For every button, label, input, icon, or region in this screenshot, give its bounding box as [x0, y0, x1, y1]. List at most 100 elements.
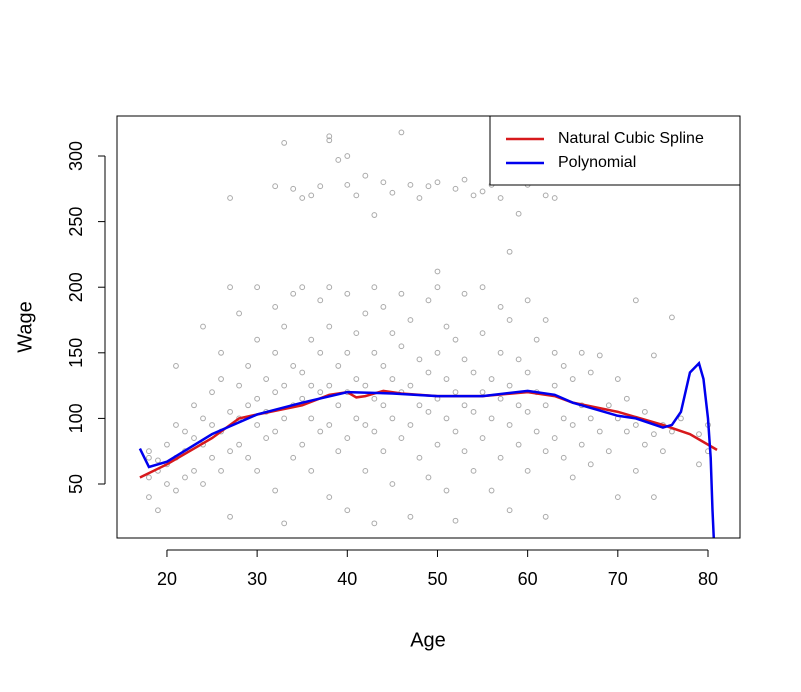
scatter-point — [362, 382, 369, 389]
scatter-point — [488, 376, 495, 382]
plot-frame — [116, 115, 741, 539]
scatter-point — [200, 323, 206, 330]
scatter-point — [146, 448, 152, 455]
scatter-point — [425, 297, 432, 304]
scatter-point — [191, 435, 197, 441]
scatter-point — [696, 431, 702, 438]
scatter-point — [398, 343, 405, 350]
scatter-point — [254, 422, 261, 428]
x-tick-label: 30 — [247, 569, 267, 589]
scatter-point — [497, 195, 504, 201]
scatter-point — [587, 369, 594, 376]
scatter-point — [434, 441, 441, 448]
scatter-point — [407, 422, 414, 428]
scatter-point — [407, 317, 414, 323]
scatter-point — [416, 454, 423, 461]
scatter-point — [281, 323, 288, 330]
x-tick-label: 50 — [427, 569, 447, 589]
scatter-point — [506, 317, 513, 323]
scatter-point — [560, 454, 567, 461]
scatter-point — [317, 297, 324, 304]
scatter-point — [227, 195, 233, 201]
scatter-point — [353, 330, 360, 337]
scatter-point — [290, 290, 297, 297]
scatter-point — [479, 188, 486, 195]
scatter-point — [587, 461, 594, 468]
scatter-point — [146, 494, 152, 501]
scatter-point — [488, 415, 495, 422]
scatter-point — [632, 297, 639, 304]
line — [139, 389, 718, 479]
scatter-point — [191, 402, 197, 409]
scatter-point — [335, 402, 342, 409]
scatter-point — [470, 408, 477, 415]
scatter-point — [245, 363, 252, 369]
line — [138, 360, 716, 538]
y-tick-label: 300 — [66, 141, 86, 171]
scatter-point — [299, 395, 306, 402]
scatter-point — [542, 317, 549, 323]
scatter-point — [434, 268, 441, 275]
scatter-point — [398, 290, 405, 297]
scatter-point — [218, 467, 224, 474]
scatter-point — [533, 428, 540, 435]
scatter-point — [650, 352, 657, 359]
scatter-point — [443, 487, 450, 494]
scatter-point — [461, 356, 468, 363]
scatter-point — [696, 461, 702, 468]
scatter-point — [290, 185, 297, 192]
scatter-point — [461, 176, 468, 183]
scatter-point — [605, 402, 612, 409]
scatter-point — [669, 314, 675, 321]
scatter-point — [308, 336, 315, 343]
scatter-point — [173, 487, 179, 494]
scatter-point — [479, 330, 486, 337]
legend-label: Natural Cubic Spline — [558, 130, 704, 147]
scatter-point — [299, 195, 306, 201]
scatter-point — [353, 415, 360, 422]
scatter-point — [380, 448, 387, 455]
scatter-point — [641, 441, 648, 448]
scatter-point — [560, 363, 567, 369]
scatter-point — [308, 382, 315, 389]
scatter-point — [155, 507, 161, 514]
scatter-point — [227, 284, 233, 291]
scatter-point — [317, 349, 324, 356]
scatter-point — [335, 363, 342, 369]
scatter-point — [245, 402, 252, 409]
scatter-point — [308, 192, 315, 199]
scatter-point — [551, 382, 558, 389]
scatter-point — [209, 422, 215, 428]
scatter-point — [344, 181, 351, 188]
scatter-point — [524, 369, 531, 376]
scatter-point — [317, 183, 324, 190]
scatter-point — [542, 448, 549, 455]
scatter-point — [389, 376, 396, 382]
scatter-point — [380, 179, 387, 186]
scatter-point — [254, 467, 261, 474]
scatter-point — [569, 422, 576, 428]
scatter-point — [182, 474, 188, 481]
scatter-point — [578, 349, 585, 356]
scatter-point — [380, 402, 387, 409]
scatter-point — [533, 336, 540, 343]
scatter-point — [236, 310, 242, 317]
scatter-point — [632, 422, 639, 428]
scatter-point — [452, 428, 459, 435]
legend-label: Polynomial — [558, 154, 636, 171]
scatter-point — [632, 467, 639, 474]
x-tick-label: 70 — [608, 569, 628, 589]
scatter-point — [173, 422, 179, 428]
scatter-point — [488, 487, 495, 494]
scatter-point — [678, 415, 684, 422]
scatter-point — [155, 457, 161, 464]
scatter-point — [596, 352, 603, 359]
scatter-point — [371, 395, 378, 402]
scatter-point — [254, 395, 261, 402]
scatter-point — [326, 133, 333, 140]
scatter-point — [614, 494, 621, 501]
scatter-point — [389, 415, 396, 422]
scatter-point — [443, 415, 450, 422]
